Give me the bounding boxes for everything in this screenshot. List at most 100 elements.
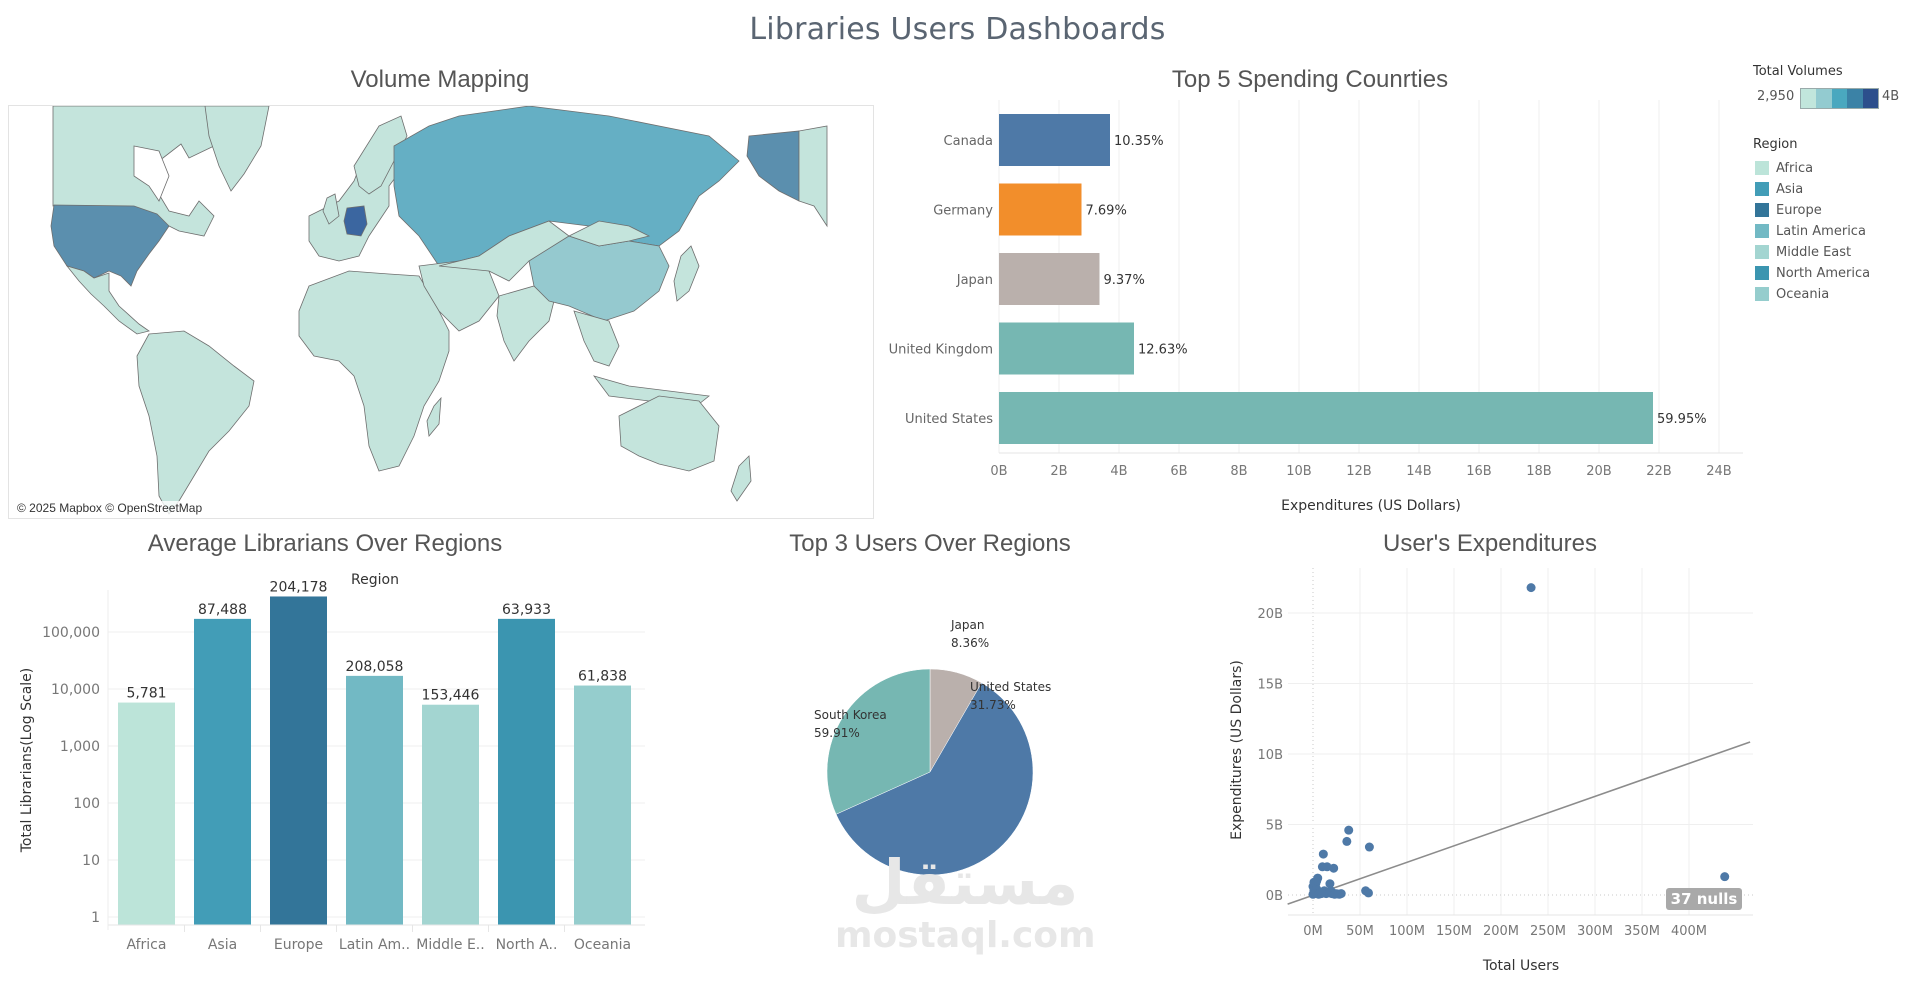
scatter-x-axis-label: Total Users: [1482, 958, 1559, 974]
x-tick-label: 100M: [1389, 924, 1425, 939]
map-attribution[interactable]: © 2025 Mapbox © OpenStreetMap: [15, 501, 205, 515]
x-tick-label: 0B: [990, 464, 1007, 479]
bar-value-label: 61,838: [578, 669, 627, 685]
map-title: Volume Mapping: [350, 66, 530, 93]
scatter-point[interactable]: [1344, 825, 1354, 835]
y-tick-label: 10,000: [51, 682, 100, 698]
scatter-point[interactable]: [1325, 879, 1335, 889]
bar[interactable]: [999, 253, 1100, 305]
scatter-point[interactable]: [1329, 863, 1339, 873]
region-legend-item[interactable]: Oceania: [1755, 285, 1829, 303]
bar-value-label: 9.37%: [1104, 273, 1145, 288]
pie-slice[interactable]: [826, 668, 931, 815]
x-tick-label: 200M: [1483, 924, 1519, 939]
x-tick-label: 6B: [1170, 464, 1187, 479]
scatter-point[interactable]: [1720, 872, 1730, 882]
x-tick-label: 4B: [1110, 464, 1127, 479]
category-label: Germany: [933, 204, 993, 219]
country-greenland: [204, 106, 270, 192]
bar-value-label: 87,488: [198, 602, 247, 618]
bar-value-label: 5,781: [126, 686, 166, 702]
librarians-chart: Region 1 10 100 1,000 10,000 100,000 5,781 Afr…: [19, 572, 645, 953]
region-africa: [298, 270, 450, 472]
bar[interactable]: [346, 675, 403, 925]
bar-value-label: 63,933: [502, 602, 551, 618]
pie-slice-label: South Korea 59.91%: [814, 708, 887, 740]
bar-value-label: 7.69%: [1086, 204, 1127, 219]
x-tick-label: 0M: [1303, 924, 1323, 939]
x-tick-label: 8B: [1230, 464, 1247, 479]
legend-label: Europe: [1776, 202, 1822, 218]
category-label: Europe: [274, 937, 323, 953]
trend-line[interactable]: [1287, 741, 1751, 905]
top5-x-ticks: 0B 2B 4B 6B 8B 10B 12B 14B 16B 18B 20B 22B 24B: [990, 464, 1731, 479]
legend-swatch: [1755, 224, 1769, 238]
bar[interactable]: [118, 702, 175, 925]
librarians-bars: 5,781 Africa 87,488 Asia 204,178 Europe 208,05…: [118, 579, 631, 953]
scatter-point[interactable]: [1342, 836, 1352, 846]
top5-x-axis-label: Expenditures (US Dollars): [1281, 498, 1461, 514]
scatter-point[interactable]: [1312, 876, 1322, 886]
map-countries: [50, 106, 828, 515]
region-indonesia: [592, 375, 710, 405]
legend-label: Middle East: [1776, 244, 1852, 260]
bar[interactable]: [999, 114, 1110, 166]
volume-map[interactable]: © 2025 Mapbox © OpenStreetMap: [8, 105, 874, 519]
pie-labels: Japan 8.36% United States 31.73% South Korea…: [814, 618, 1051, 740]
country-japan: [673, 245, 700, 302]
bar[interactable]: [999, 183, 1082, 236]
scatter-point[interactable]: [1318, 849, 1328, 859]
bar-value-label: 153,446: [422, 688, 480, 704]
bar[interactable]: [422, 704, 479, 925]
total-volumes-min-label: 2,950: [1757, 89, 1795, 104]
region-legend-item[interactable]: North America: [1755, 264, 1870, 282]
region-legend-item[interactable]: Asia: [1755, 180, 1803, 198]
scatter-point[interactable]: [1364, 842, 1374, 852]
country-united-states: [50, 204, 170, 287]
scatter-chart: 0M 50M 100M 150M 200M 250M 300M 350M 400M 0B 5B 10B…: [1229, 568, 1753, 974]
legend-swatch: [1755, 245, 1769, 259]
bar[interactable]: [270, 596, 327, 925]
gradient-step: [1831, 89, 1848, 108]
legend-swatch: [1755, 182, 1769, 196]
bar[interactable]: [999, 392, 1653, 444]
y-tick-label: 1: [91, 910, 100, 926]
y-tick-label: 10B: [1258, 748, 1283, 763]
x-tick-label: 18B: [1526, 464, 1551, 479]
nulls-indicator-badge[interactable]: 37 nulls: [1666, 888, 1742, 910]
region-legend-item[interactable]: Africa: [1755, 159, 1813, 177]
bar-value-label: 204,178: [270, 579, 328, 595]
pie-slice[interactable]: [835, 682, 1034, 876]
legend-swatch: [1755, 161, 1769, 175]
category-label: United Kingdom: [889, 343, 993, 358]
category-label: Asia: [208, 937, 237, 953]
region-legend-item[interactable]: Latin America: [1755, 222, 1866, 240]
region-legend-item[interactable]: Middle East: [1755, 243, 1851, 261]
region-se-asia: [573, 310, 620, 367]
country-alaska: [746, 130, 800, 202]
region-legend-title: Region: [1753, 137, 1798, 152]
bar[interactable]: [498, 618, 555, 925]
legend-label: Oceania: [1776, 286, 1830, 302]
bar[interactable]: [574, 685, 631, 925]
scatter-point[interactable]: [1332, 889, 1342, 899]
country-mexico: [65, 265, 150, 335]
x-tick-label: 400M: [1671, 924, 1707, 939]
country-uk: [322, 193, 340, 225]
bar-value-label: 12.63%: [1138, 343, 1188, 358]
y-tick-label: 100,000: [42, 625, 100, 641]
scatter-point[interactable]: [1363, 888, 1373, 898]
category-label: Africa: [127, 937, 167, 953]
region-legend-item[interactable]: Europe: [1755, 201, 1822, 219]
gradient-step: [1862, 89, 1879, 108]
legend-swatch: [1755, 203, 1769, 217]
category-label: Japan: [956, 273, 993, 288]
category-label: North A..: [496, 937, 558, 953]
scatter-point[interactable]: [1526, 583, 1536, 593]
scatter-points: [1308, 583, 1730, 899]
top5-chart: Canada 10.35% Germany 7.69% Japan 9.37% United…: [889, 100, 1743, 514]
bar[interactable]: [194, 618, 251, 925]
region-canada-yukon: [798, 125, 828, 228]
scatter-point[interactable]: [1316, 889, 1326, 899]
bar[interactable]: [999, 322, 1134, 375]
